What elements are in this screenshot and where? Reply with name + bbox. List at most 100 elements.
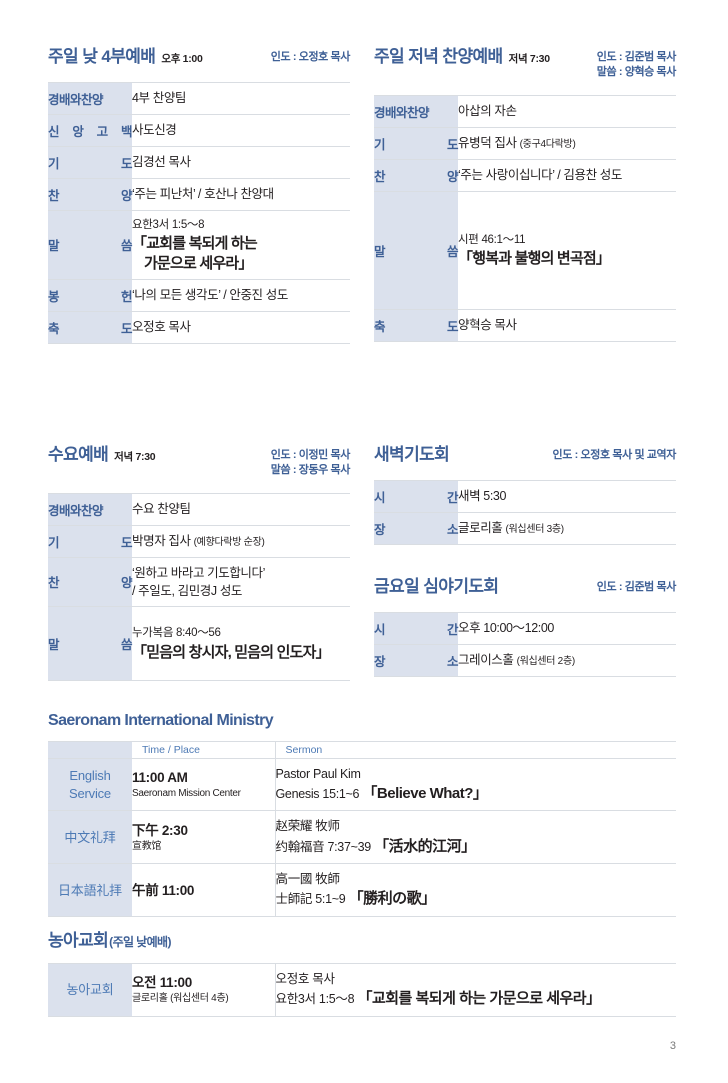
section-header-left: 주일 낮 4부예배 오후 1:00 (48, 47, 203, 67)
row-value: 누가복음 8:40〜56 「믿음의 창시자, 믿음의 인도자」 (132, 605, 350, 681)
preacher-name: Pastor Paul Kim (275, 766, 361, 781)
page-number: 3 (669, 1040, 676, 1052)
row-label: 찬 양 (48, 556, 133, 607)
section-header: 주일 저녁 찬양예배 저녁 7:30 인도 : 김준범 목사 말씀 : 양혁승 … (374, 47, 677, 80)
row-value-line1: ‘원하고 바라고 기도합니다’ (132, 565, 266, 580)
section-header: 금요일 심야기도회 인도 : 김준범 목사 (374, 577, 676, 597)
section-header-left: 새벽기도회 (374, 445, 450, 465)
scripture-reference: 约翰福音 7:37~39 (275, 839, 372, 854)
table-row: English Service 11:00 AM Saeronam Missio… (48, 757, 677, 812)
leader-line: 인도 : 오정호 목사 (270, 51, 351, 63)
row-value: 박명자 집사 (예향다락방 순장) (132, 524, 350, 558)
column-header-sermon: Sermon (275, 740, 676, 759)
section-header: 수요예배 저녁 7:30 인도 : 이정민 목사 말씀 : 장동우 목사 (48, 445, 351, 478)
table-row: 장 소 그레이스홀 (워십센터 2층) (374, 643, 676, 677)
row-label: 찬 양 (48, 177, 133, 211)
section-dawn-prayer-meeting: 새벽기도회 인도 : 오정호 목사 및 교역자 시 간 새벽 5:30 장 소 … (374, 445, 677, 545)
service-time: 午前 11:00 (132, 882, 195, 898)
row-label: 말 씀 (374, 190, 459, 310)
row-value: 유병덕 집사 (중구4다락방) (458, 126, 676, 160)
prayer-info-table: 시 간 새벽 5:30 장 소 글로리홀 (워십센터 3층) (374, 479, 676, 545)
row-label: 기 도 (48, 145, 133, 179)
row-time-place: 11:00 AM Saeronam Mission Center (132, 757, 276, 812)
section-title: 농아교회 (48, 931, 109, 950)
section-header: 농아교회 (주일 낮예배) (48, 931, 676, 951)
table-row: 中文礼拜 下午 2:30 宣教馆 赵荣耀 牧师 约翰福音 7:37~39 「活水… (48, 810, 676, 865)
section-title: 주일 저녁 찬양예배 (374, 47, 503, 66)
table-row: 시 간 오후 10:00〜12:00 (374, 611, 676, 645)
row-value-line2: / 주일도, 김민경J 성도 (132, 583, 243, 598)
section-sunday-evening-service: 주일 저녁 찬양예배 저녁 7:30 인도 : 김준범 목사 말씀 : 양혁승 … (374, 47, 677, 342)
table-row: 장 소 글로리홀 (워십센터 3층) (374, 511, 676, 545)
row-label: 시 간 (374, 479, 459, 513)
row-value: 그레이스홀 (워십센터 2층) (458, 643, 676, 677)
row-label: 기 도 (48, 524, 133, 558)
table-row: 찬 양 ‘주는 사랑이십니다’ / 김용찬 성도 (374, 158, 676, 192)
row-value-sub: (예향다락방 순장) (193, 536, 265, 548)
row-label: 찬 양 (374, 158, 459, 192)
sermon-line: 요한3서 1:5〜8 「교회를 복되게 하는 가문으로 세우라」 (276, 988, 677, 1010)
sermon-title: 「Believe What?」 (362, 784, 488, 802)
service-order-table: 경배와찬양 4부 찬양팀 신 앙 고 백 사도신경 기 도 김경선 목사 찬 양… (48, 81, 350, 344)
table-row-sermon: 말 씀 누가복음 8:40〜56 「믿음의 창시자, 믿음의 인도자」 (48, 605, 350, 681)
row-value: ‘원하고 바라고 기도합니다’ / 주일도, 김민경J 성도 (132, 556, 350, 607)
section-leaders: 인도 : 김준범 목사 말씀 : 양혁승 목사 (596, 48, 677, 80)
section-time: 오후 1:00 (161, 53, 203, 65)
deaf-church-table: 농아교회 오전 11:00 글로리홀 (워십센터 4층) 오정호 목사 요한3서… (48, 962, 677, 1017)
scripture-reference: 시편 46:1〜11 (458, 233, 526, 246)
preacher-name: 오정호 목사 (275, 971, 335, 986)
row-label-line2: Service (69, 785, 111, 801)
leader-line: 인도 : 김준범 목사 (596, 51, 677, 63)
section-deaf-church: 농아교회 (주일 낮예배) 농아교회 오전 11:00 글로리홀 (워십센터 4… (48, 931, 677, 1017)
sermon-line: 士師記 5:1~9 「勝利の歌」 (276, 888, 677, 910)
scripture-reference: 요한3서 1:5〜8 (132, 218, 205, 231)
row-label: 말 씀 (48, 605, 133, 681)
row-value-sub: (워십센터 3층) (505, 523, 564, 535)
section-international-ministry: Saeronam International Ministry Time / P… (48, 712, 677, 918)
row-label: 축 도 (48, 310, 133, 344)
row-value-sub: (워십센터 2층) (516, 655, 576, 667)
section-title: Saeronam International Ministry (48, 712, 274, 729)
table-row: 축 도 오정호 목사 (48, 310, 350, 344)
table-row: 기 도 박명자 집사 (예향다락방 순장) (48, 524, 350, 558)
row-value: 오후 10:00〜12:00 (458, 611, 676, 645)
table-header-row: Time / Place Sermon (48, 740, 676, 759)
section-header-left: Saeronam International Ministry (48, 712, 274, 730)
section-wednesday-service: 수요예배 저녁 7:30 인도 : 이정민 목사 말씀 : 장동우 목사 경배와… (48, 445, 351, 681)
row-value: 사도신경 (132, 113, 350, 147)
prayer-info-table: 시 간 오후 10:00〜12:00 장 소 그레이스홀 (워십센터 2층) (374, 611, 676, 677)
row-value: 아삽의 자손 (458, 94, 676, 128)
section-sunday-afternoon-service: 주일 낮 4부예배 오후 1:00 인도 : 오정호 목사 경배와찬양 4부 찬… (48, 47, 351, 344)
service-time: 오전 11:00 (132, 974, 192, 990)
row-label: 축 도 (374, 308, 459, 342)
scripture-reference: 누가복음 8:40〜56 (132, 627, 221, 639)
service-order-table: 경배와찬양 아삽의 자손 기 도 유병덕 집사 (중구4다락방) 찬 양 ‘주는… (374, 94, 676, 342)
table-row: 봉 헌 ‘나의 모든 생각도’ / 안중진 성도 (48, 278, 350, 312)
row-label: 日本語礼拝 (48, 863, 132, 918)
section-leaders: 인도 : 이정민 목사 말씀 : 장동우 목사 (271, 446, 351, 478)
column-header-time-place: Time / Place (132, 740, 276, 759)
row-label: 경배와찬양 (48, 81, 132, 115)
row-value: 요한3서 1:5〜8 「교회를 복되게 하는 가문으로 세우라」 (132, 209, 350, 280)
leader-line: 인도 : 오정호 목사 및 교역자 (552, 449, 677, 461)
row-label: 장 소 (374, 511, 459, 545)
service-place: Saeronam Mission Center (132, 788, 241, 800)
table-row-sermon: 말 씀 요한3서 1:5〜8 「교회를 복되게 하는 가문으로 세우라」 (48, 209, 350, 280)
service-place: 글로리홀 (워십센터 4층) (132, 993, 229, 1005)
row-label: 시 간 (374, 611, 459, 645)
sermon-title-line1: 「믿음의 창시자, 믿음의 인도자」 (132, 643, 331, 661)
sermon-line: Genesis 15:1~6 「Believe What?」 (276, 783, 677, 805)
sermon-title-line2: 가문으로 세우라」 (144, 254, 253, 272)
section-friday-midnight-prayer: 금요일 심야기도회 인도 : 김준범 목사 시 간 오후 10:00〜12:00… (374, 577, 676, 677)
section-title-suffix: (주일 낮예배) (109, 935, 171, 949)
section-time: 저녁 7:30 (508, 53, 550, 65)
service-order-table: 경배와찬양 수요 찬양팀 기 도 박명자 집사 (예향다락방 순장) 찬 양 ‘… (48, 492, 350, 681)
sermon-title-line1: 「교회를 복되게 하는 (132, 235, 258, 253)
scripture-reference: Genesis 15:1~6 (275, 786, 363, 801)
service-time: 11:00 AM (132, 769, 188, 785)
row-label: 농아교회 (48, 962, 132, 1017)
row-label: 신 앙 고 백 (48, 113, 133, 147)
row-time-place: 下午 2:30 宣教馆 (132, 810, 276, 865)
row-value: 수요 찬양팀 (132, 492, 350, 526)
table-row: 경배와찬양 4부 찬양팀 (48, 81, 350, 115)
